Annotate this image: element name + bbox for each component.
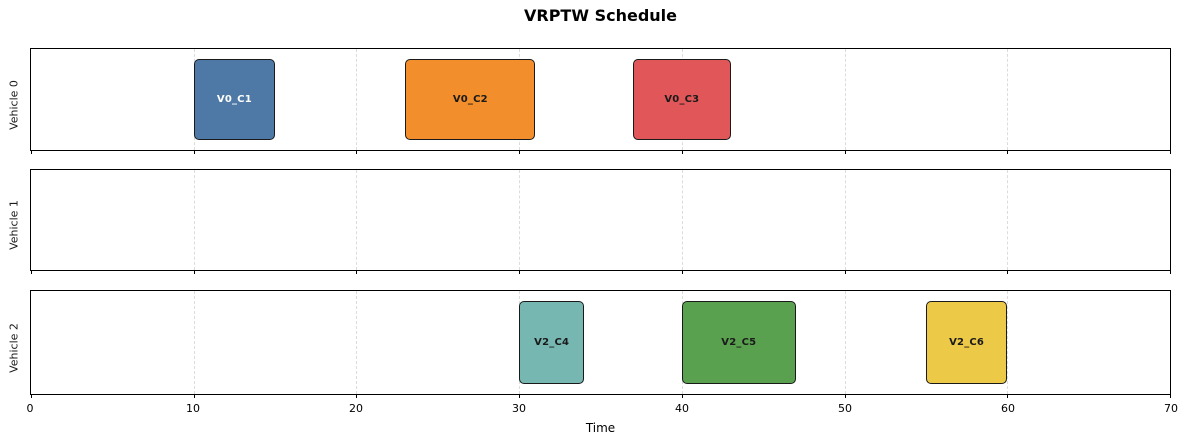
task-bar-v2_c6: V2_C6 bbox=[925, 300, 1008, 385]
y-axis-label-text: Vehicle 1 bbox=[7, 200, 21, 250]
x-tick-label-10: 10 bbox=[186, 402, 200, 415]
x-tick-mark-40 bbox=[681, 150, 683, 154]
x-axis-title: Time bbox=[585, 421, 616, 435]
x-tick-mark-40 bbox=[681, 394, 683, 398]
x-tick-mark-50 bbox=[844, 394, 846, 398]
gridline-x-50 bbox=[844, 49, 846, 150]
panel-vehicle-0: V0_C1 V0_C2 V0_C3 bbox=[30, 48, 1171, 154]
task-bar-label: V0_C1 bbox=[216, 93, 252, 105]
task-bar-v2_c5: V2_C5 bbox=[681, 300, 796, 385]
task-bar-label: V2_C4 bbox=[534, 336, 570, 348]
x-tick-mark-30 bbox=[519, 150, 521, 154]
x-tick-mark-50 bbox=[844, 150, 846, 154]
gridline-x-10 bbox=[193, 291, 195, 394]
x-tick-mark-10 bbox=[193, 150, 195, 154]
x-tick-label-20: 20 bbox=[349, 402, 363, 415]
gridline-x-30 bbox=[519, 170, 521, 270]
x-tick-mark-40 bbox=[681, 270, 683, 274]
task-bar-v0_c1: V0_C1 bbox=[193, 58, 276, 141]
gridline-x-10 bbox=[193, 170, 195, 270]
x-tick-mark-60 bbox=[1007, 150, 1009, 154]
x-tick-mark-20 bbox=[356, 270, 358, 274]
x-tick-mark-60 bbox=[1007, 270, 1009, 274]
x-tick-mark-30 bbox=[519, 394, 521, 398]
x-tick-label-60: 60 bbox=[1001, 402, 1015, 415]
task-bar-v0_c2: V0_C2 bbox=[405, 58, 536, 141]
x-tick-mark-10 bbox=[193, 394, 195, 398]
y-axis-label-text: Vehicle 2 bbox=[7, 322, 21, 373]
x-tick-label-40: 40 bbox=[675, 402, 689, 415]
x-tick-mark-70 bbox=[1170, 150, 1171, 154]
panel-vehicle-1 bbox=[30, 169, 1171, 274]
task-bar-v0_c3: V0_C3 bbox=[633, 58, 731, 141]
x-tick-mark-70 bbox=[1170, 394, 1171, 398]
x-tick-mark-20 bbox=[356, 150, 358, 154]
task-bar-label: V2_C5 bbox=[721, 336, 757, 348]
gridline-x-50 bbox=[844, 170, 846, 270]
gridline-x-60 bbox=[1007, 291, 1009, 394]
x-tick-mark-0 bbox=[31, 394, 32, 398]
gridline-x-50 bbox=[844, 291, 846, 394]
x-tick-label-70: 70 bbox=[1164, 402, 1178, 415]
y-axis-label-text: Vehicle 0 bbox=[7, 79, 21, 130]
gridline-x-20 bbox=[356, 170, 358, 270]
x-tick-mark-0 bbox=[31, 150, 32, 154]
x-tick-mark-30 bbox=[519, 270, 521, 274]
chart-title: VRPTW Schedule bbox=[524, 6, 677, 25]
gridline-x-60 bbox=[1007, 49, 1009, 150]
x-tick-mark-70 bbox=[1170, 270, 1171, 274]
x-tick-label-0: 0 bbox=[26, 402, 34, 415]
gridline-x-40 bbox=[681, 170, 683, 270]
gridline-x-20 bbox=[356, 291, 358, 394]
x-axis-tick-labels: 0 10 20 30 40 50 60 70 bbox=[26, 402, 1179, 416]
x-tick-mark-20 bbox=[356, 394, 358, 398]
x-tick-label-30: 30 bbox=[512, 402, 526, 415]
task-bar-label: V0_C3 bbox=[664, 93, 700, 105]
x-tick-mark-50 bbox=[844, 270, 846, 274]
gridline-x-60 bbox=[1007, 170, 1009, 270]
x-tick-mark-10 bbox=[193, 270, 195, 274]
x-tick-label-50: 50 bbox=[838, 402, 852, 415]
task-bar-label: V0_C2 bbox=[452, 93, 488, 105]
x-tick-mark-60 bbox=[1007, 394, 1009, 398]
task-bar-v2_c4: V2_C4 bbox=[519, 300, 585, 385]
gridline-x-20 bbox=[356, 49, 358, 150]
panel-vehicle-2: V2_C4 V2_C5 V2_C6 bbox=[30, 290, 1171, 398]
x-tick-mark-0 bbox=[31, 270, 32, 274]
task-bar-label: V2_C6 bbox=[949, 336, 985, 348]
